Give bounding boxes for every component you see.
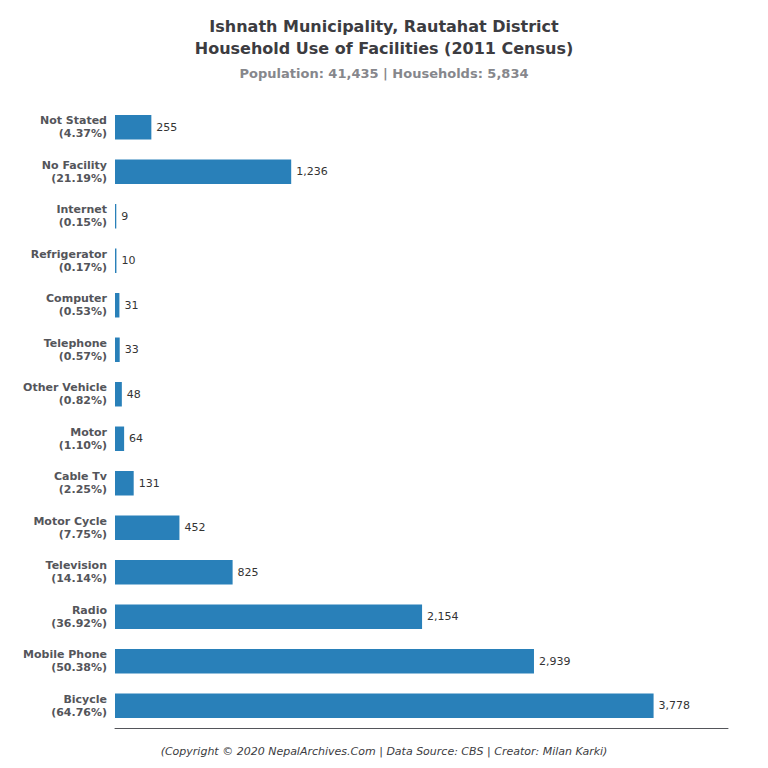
svg-text:Motor Cycle: Motor Cycle — [33, 515, 107, 528]
svg-text:(21.19%): (21.19%) — [51, 172, 107, 185]
svg-text:Bicycle: Bicycle — [63, 693, 107, 706]
svg-text:3,778: 3,778 — [659, 699, 691, 712]
svg-text:Refrigerator: Refrigerator — [31, 248, 108, 261]
svg-text:Computer: Computer — [46, 292, 108, 305]
svg-text:Motor: Motor — [70, 426, 107, 439]
svg-text:131: 131 — [139, 477, 160, 490]
svg-text:(14.14%): (14.14%) — [51, 572, 107, 585]
svg-text:(1.10%): (1.10%) — [59, 439, 107, 452]
svg-text:Other Vehicle: Other Vehicle — [23, 381, 107, 394]
svg-text:10: 10 — [121, 254, 135, 267]
svg-text:Not Stated: Not Stated — [40, 114, 107, 127]
svg-text:2,939: 2,939 — [539, 655, 571, 668]
svg-text:(64.76%): (64.76%) — [51, 706, 107, 719]
svg-text:Population: 41,435 | Household: Population: 41,435 | Households: 5,834 — [240, 66, 529, 81]
svg-text:64: 64 — [129, 432, 143, 445]
svg-text:(7.75%): (7.75%) — [59, 528, 107, 541]
svg-text:Cable Tv: Cable Tv — [54, 470, 108, 483]
svg-text:31: 31 — [124, 299, 138, 312]
svg-text:Ishnath Municipality, Rautahat: Ishnath Municipality, Rautahat District — [209, 17, 559, 36]
svg-text:9: 9 — [121, 210, 128, 223]
svg-text:825: 825 — [238, 566, 259, 579]
svg-text:452: 452 — [184, 521, 205, 534]
svg-text:(4.37%): (4.37%) — [59, 127, 107, 140]
svg-text:255: 255 — [156, 121, 177, 134]
svg-text:48: 48 — [127, 388, 141, 401]
svg-text:No Facility: No Facility — [42, 159, 107, 172]
svg-text:(2.25%): (2.25%) — [59, 483, 107, 496]
svg-text:(0.82%): (0.82%) — [59, 394, 107, 407]
svg-text:Telephone: Telephone — [44, 337, 107, 350]
svg-text:(0.15%): (0.15%) — [59, 216, 107, 229]
svg-text:(36.92%): (36.92%) — [51, 617, 107, 630]
svg-text:2,154: 2,154 — [427, 610, 459, 623]
svg-text:Mobile Phone: Mobile Phone — [23, 648, 107, 661]
svg-text:(0.53%): (0.53%) — [59, 305, 107, 318]
svg-text:(Copyright © 2020 NepalArchive: (Copyright © 2020 NepalArchives.Com | Da… — [161, 745, 608, 758]
svg-text:Internet: Internet — [56, 203, 107, 216]
svg-text:1,236: 1,236 — [296, 165, 328, 178]
svg-text:(50.38%): (50.38%) — [51, 661, 107, 674]
svg-text:33: 33 — [125, 343, 139, 356]
svg-text:Radio: Radio — [72, 604, 108, 617]
svg-text:Household Use of Facilities (2: Household Use of Facilities (2011 Census… — [195, 39, 573, 58]
svg-text:Television: Television — [46, 559, 107, 572]
svg-text:(0.17%): (0.17%) — [59, 261, 107, 274]
svg-text:(0.57%): (0.57%) — [59, 350, 107, 363]
